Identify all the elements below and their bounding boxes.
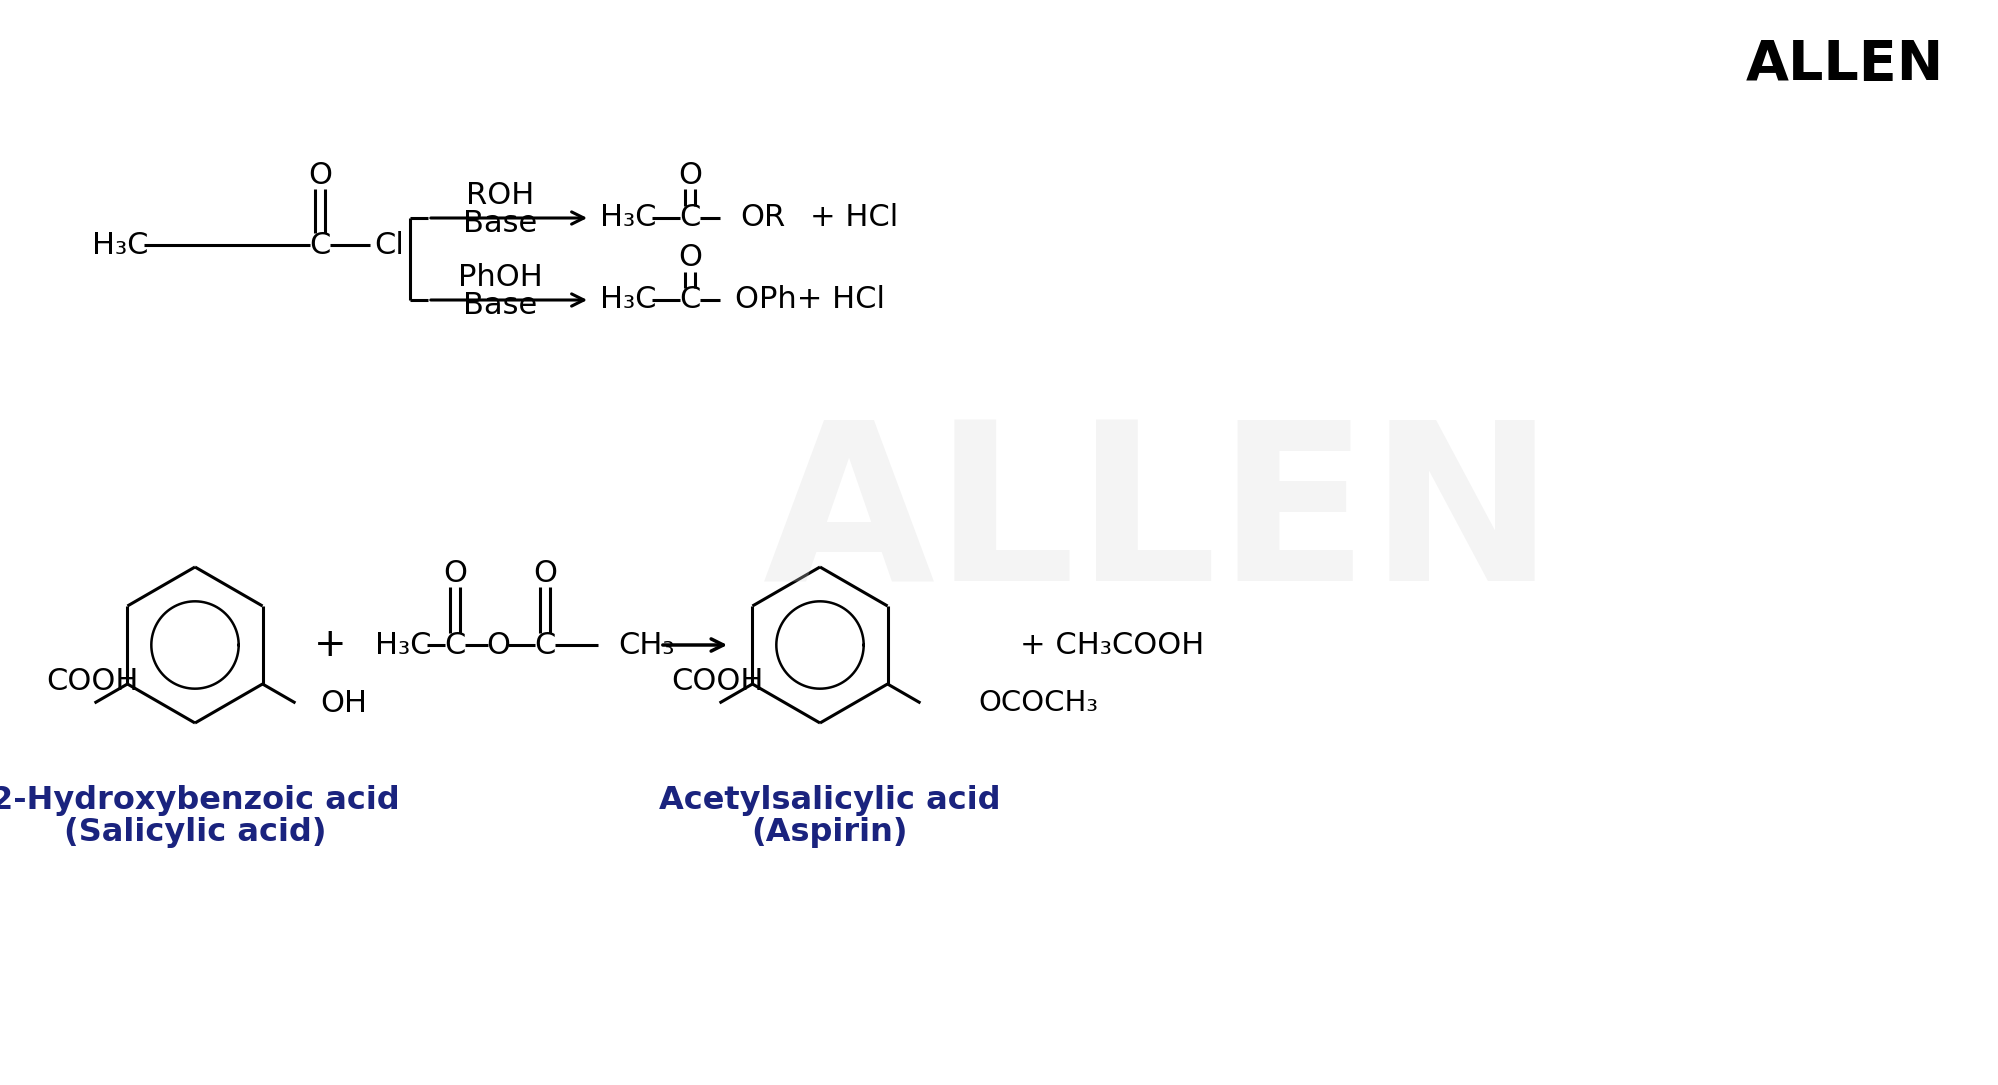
Text: (Aspirin): (Aspirin) [751,817,907,847]
Text: Base: Base [464,291,537,319]
Text: ALLEN: ALLEN [763,413,1554,627]
Text: C: C [310,230,330,259]
Text: H₃C: H₃C [599,285,655,315]
Text: 2-Hydroxybenzoic acid: 2-Hydroxybenzoic acid [0,784,400,816]
Text: O: O [677,161,701,190]
Text: H₃C: H₃C [376,630,432,660]
Text: C: C [444,630,466,660]
Text: +: + [314,626,346,664]
Text: PhOH: PhOH [458,264,541,293]
Text: O: O [308,161,332,190]
Text: ROH: ROH [466,181,533,210]
Text: OR: OR [739,204,785,232]
Text: COOH: COOH [46,666,138,695]
Text: OPh+ HCl: OPh+ HCl [735,285,885,315]
Text: CH₃: CH₃ [617,630,673,660]
Text: Base: Base [464,208,537,238]
Text: O: O [677,243,701,272]
Text: H₃C: H₃C [599,204,655,232]
Text: (Salicylic acid): (Salicylic acid) [64,817,326,847]
Text: OH: OH [320,689,368,717]
Text: + CH₃COOH: + CH₃COOH [1019,630,1203,660]
Text: C: C [533,630,555,660]
Text: OCOCH₃: OCOCH₃ [977,689,1099,717]
Text: + HCl: + HCl [809,204,897,232]
Text: C: C [679,204,701,232]
Text: O: O [444,559,468,587]
Text: Acetylsalicylic acid: Acetylsalicylic acid [659,784,1001,816]
Text: O: O [533,559,557,587]
Text: H₃C: H₃C [92,230,148,259]
Text: ALLEN: ALLEN [1744,38,1942,92]
Text: Cl: Cl [374,230,404,259]
Text: COOH: COOH [671,666,763,695]
Text: O: O [486,630,509,660]
Text: C: C [679,285,701,315]
